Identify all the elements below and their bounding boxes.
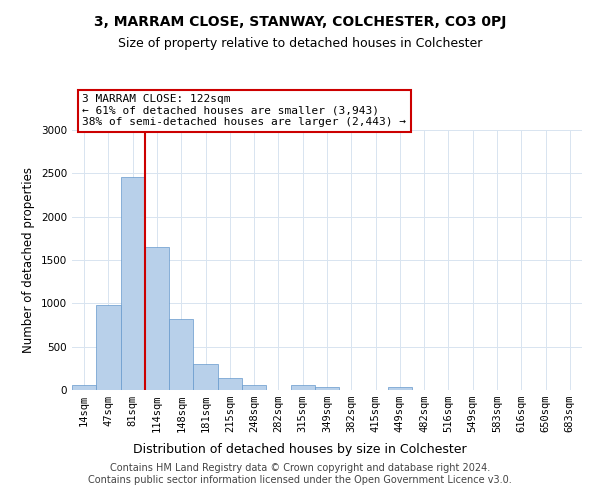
Bar bbox=[388, 388, 412, 390]
Text: 3, MARRAM CLOSE, STANWAY, COLCHESTER, CO3 0PJ: 3, MARRAM CLOSE, STANWAY, COLCHESTER, CO… bbox=[94, 15, 506, 29]
Bar bbox=[145, 247, 169, 390]
Text: Distribution of detached houses by size in Colchester: Distribution of detached houses by size … bbox=[133, 442, 467, 456]
Text: Size of property relative to detached houses in Colchester: Size of property relative to detached ho… bbox=[118, 38, 482, 51]
Bar bbox=[315, 387, 339, 390]
Bar bbox=[96, 304, 121, 390]
Bar bbox=[169, 319, 193, 390]
Y-axis label: Number of detached properties: Number of detached properties bbox=[22, 167, 35, 353]
Bar bbox=[218, 378, 242, 390]
Bar bbox=[193, 364, 218, 390]
Bar bbox=[72, 385, 96, 390]
Text: Contains HM Land Registry data © Crown copyright and database right 2024.
Contai: Contains HM Land Registry data © Crown c… bbox=[88, 464, 512, 485]
Bar bbox=[290, 385, 315, 390]
Bar bbox=[242, 385, 266, 390]
Text: 3 MARRAM CLOSE: 122sqm
← 61% of detached houses are smaller (3,943)
38% of semi-: 3 MARRAM CLOSE: 122sqm ← 61% of detached… bbox=[82, 94, 406, 128]
Bar bbox=[121, 177, 145, 390]
